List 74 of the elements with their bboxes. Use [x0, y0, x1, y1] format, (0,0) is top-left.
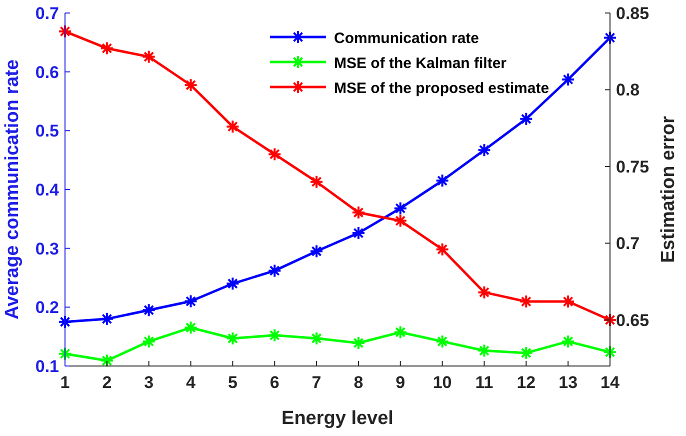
point [100, 354, 114, 368]
point [268, 328, 282, 342]
y-tick-label: 0.4 [35, 180, 60, 200]
point [561, 72, 576, 86]
y2-tick-label: 0.65 [616, 310, 650, 330]
point [561, 334, 576, 348]
point [58, 314, 72, 329]
point [184, 78, 198, 92]
point [603, 30, 617, 45]
y2-tick-label: 0.85 [616, 4, 650, 23]
y-tick-label: 0.2 [35, 298, 59, 318]
point [393, 325, 408, 340]
point [435, 174, 450, 188]
y-tick-label: 0.6 [35, 62, 59, 82]
x-tick-label: 9 [396, 373, 406, 392]
x-tick-label: 8 [354, 373, 364, 392]
point [58, 24, 72, 38]
point [226, 276, 240, 291]
y-tick-label: 0.1 [35, 357, 59, 376]
y2-tick-label: 0.7 [616, 234, 640, 254]
point [226, 331, 240, 346]
x-tick-label: 10 [432, 373, 452, 392]
legend-label: Communication rate [334, 30, 480, 47]
point [393, 201, 408, 216]
y2-axis-title: Estimation error [658, 116, 679, 263]
x-tick-label: 13 [558, 373, 578, 392]
point [142, 334, 156, 348]
point [351, 226, 366, 240]
x-tick-label: 14 [600, 373, 620, 392]
point [310, 331, 324, 346]
point [142, 303, 156, 318]
point [268, 147, 282, 162]
legend-label: MSE of the Kalman filter [334, 55, 507, 72]
point [603, 312, 617, 327]
y-axis-title: Average communication rate [2, 59, 23, 320]
point [435, 334, 450, 348]
point [477, 143, 492, 158]
y-tick-label: 0.7 [35, 4, 59, 23]
x-tick-label: 11 [475, 373, 494, 392]
x-tick-label: 7 [312, 373, 322, 392]
point [351, 336, 366, 350]
point [519, 294, 534, 309]
point [393, 214, 408, 228]
point [310, 174, 324, 189]
y-tick-label: 0.5 [35, 122, 59, 141]
legend-label: MSE of the proposed estimate [334, 80, 550, 97]
point [58, 346, 72, 361]
point [477, 344, 492, 358]
point [351, 206, 366, 220]
point [100, 41, 114, 56]
x-tick-label: 2 [102, 373, 112, 392]
point [184, 294, 198, 308]
x-tick-label: 4 [186, 373, 196, 392]
x-tick-label: 5 [228, 373, 238, 392]
point [142, 50, 156, 64]
y-tick-label: 0.3 [35, 239, 59, 258]
point [268, 264, 282, 278]
y2-tick-label: 0.75 [616, 157, 650, 176]
point [519, 346, 534, 360]
x-axis-title: Energy level [282, 408, 394, 429]
y2-tick-label: 0.8 [616, 80, 640, 100]
point [561, 294, 576, 309]
point [226, 120, 240, 134]
point [435, 242, 450, 256]
point [477, 285, 492, 300]
point [184, 320, 198, 335]
point [100, 312, 114, 326]
x-tick-label: 6 [270, 373, 280, 392]
point [310, 244, 324, 258]
point [603, 345, 617, 360]
x-tick-label: 1 [60, 373, 70, 392]
x-tick-label: 12 [516, 373, 536, 392]
x-tick-label: 3 [144, 373, 154, 392]
point [519, 112, 534, 126]
